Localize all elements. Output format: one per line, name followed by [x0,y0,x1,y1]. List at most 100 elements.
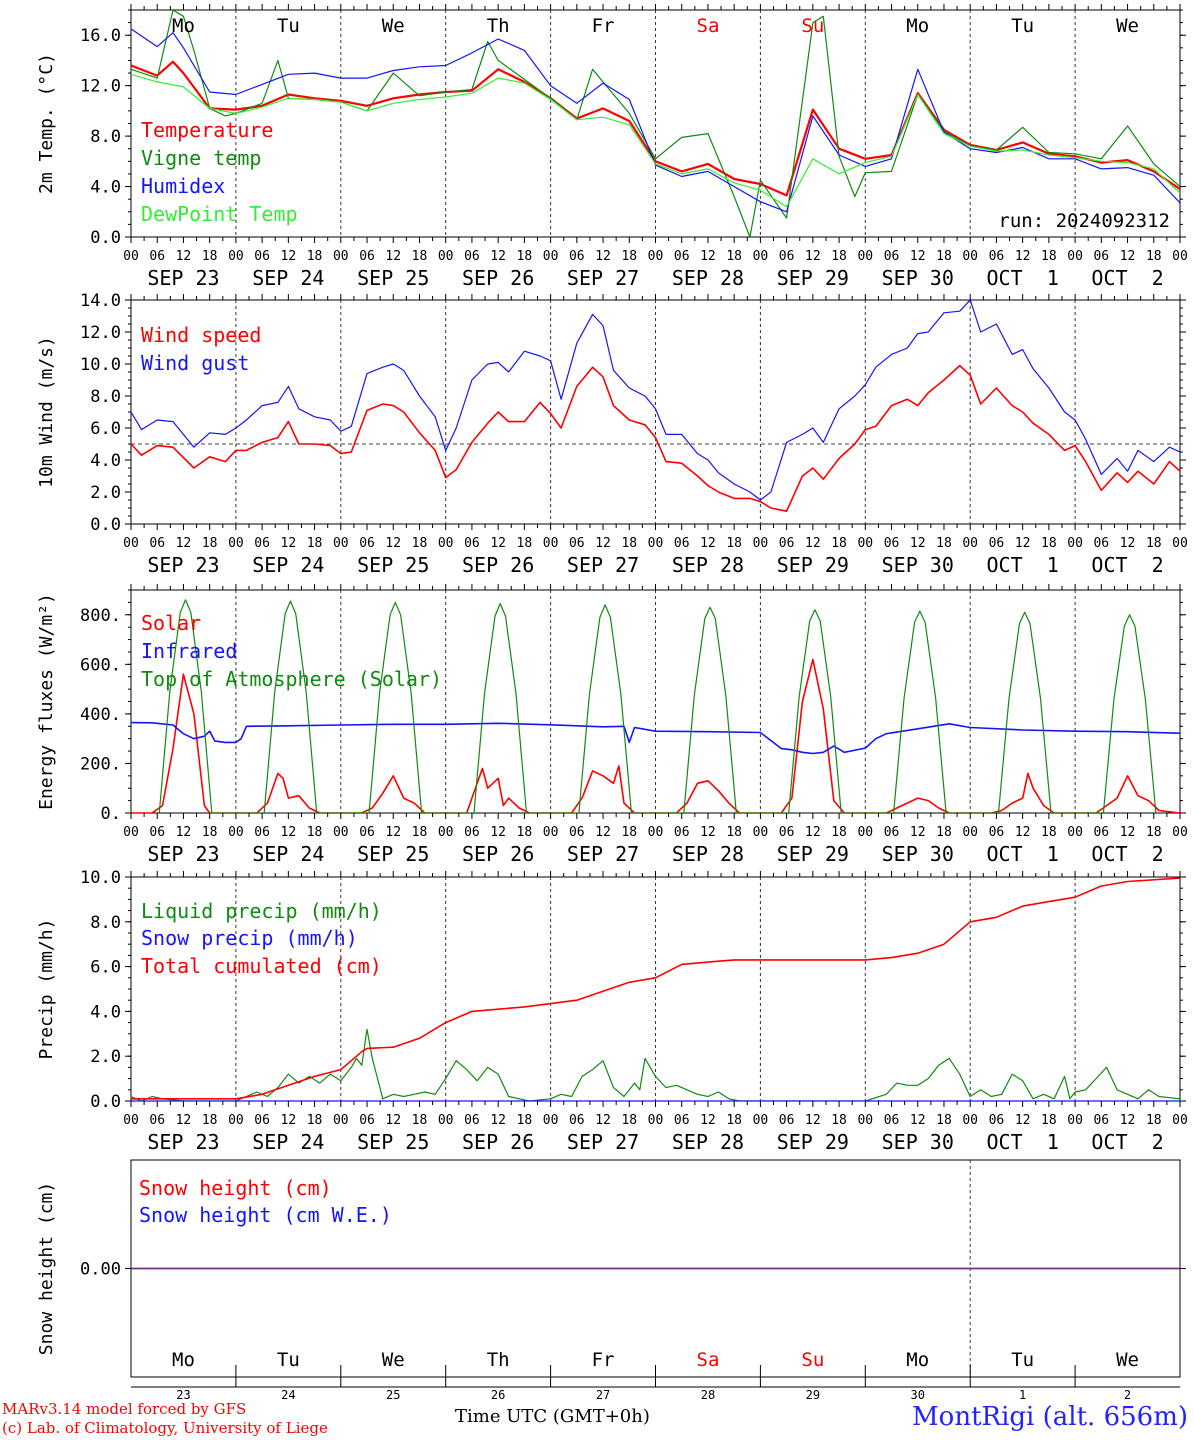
hour-label: 06 [1093,1113,1109,1128]
date-label: SEP 23 [147,1130,219,1154]
legend-entry: Total cumulated (cm) [141,954,382,978]
hour-label: 06 [884,1113,900,1128]
hour-label: 06 [989,249,1005,264]
date-label: SEP 24 [252,266,324,290]
hour-label: 00 [123,536,139,551]
date-label: SEP 28 [672,1130,744,1154]
hour-label: 00 [543,825,559,840]
hour-label: 12 [595,536,611,551]
legend-entry: Humidex [141,174,225,198]
hour-label: 18 [307,1113,323,1128]
panel-wind: 0.0 2.0 4.0 6.0 8.0 10.0 12.0 14.0 10m Wind (m/s… [36,291,1188,577]
legend-entry: Solar [141,611,201,635]
hour-label: 18 [726,536,742,551]
hour-label: 00 [438,825,454,840]
hour-label: 06 [359,536,375,551]
date-label: SEP 28 [672,553,744,577]
date-label: SEP 25 [357,842,429,866]
date-label: SEP 26 [462,1130,534,1154]
date-label: SEP 27 [567,266,639,290]
y-tick-label: 4.0 [90,1002,121,1022]
hour-label: 06 [569,249,585,264]
hour-label: 06 [149,825,165,840]
y-tick-label: 8.0 [90,127,121,147]
hour-label: 12 [1015,536,1031,551]
hour-ticks [130,294,1181,530]
weekday-label: We [1116,1349,1139,1371]
y-tick-label: 0. [101,804,121,824]
hour-label: 06 [254,536,270,551]
weekday-label: Tu [1011,15,1034,37]
hour-label: 06 [674,536,690,551]
date-label: SEP 29 [777,842,849,866]
hour-label: 18 [202,825,218,840]
hour-label: 00 [1172,536,1188,551]
weekday-label: Su [801,1349,824,1371]
date-label: OCT 1 [987,842,1059,866]
hour-label: 06 [989,1113,1005,1128]
hour-label: 18 [831,1113,847,1128]
y-tick-label: 4.0 [90,178,121,198]
date-label: OCT 1 [987,1130,1059,1154]
hour-label: 18 [621,249,637,264]
hour-label: 06 [674,825,690,840]
hour-label: 18 [412,536,428,551]
date-label: SEP 23 [147,842,219,866]
hour-label: 12 [1120,825,1136,840]
legend-entry: Liquid precip (mm/h) [141,899,382,923]
hour-label: 00 [333,249,349,264]
series-solar [131,658,1180,813]
hour-label: 00 [962,1113,978,1128]
date-label: OCT 2 [1091,553,1163,577]
hour-label: 00 [648,536,664,551]
legend-entry: Vigne temp [141,146,261,170]
y-tick-label: 2.0 [90,483,121,503]
hour-label: 18 [517,825,533,840]
weekday-label: Mo [172,15,195,37]
legend-entry: Infrared [141,639,237,663]
hour-label: 18 [1146,825,1162,840]
series-top-of-atmosphere-solar- [158,599,1157,813]
hour-label: 00 [857,1113,873,1128]
y-tick-label: 0.00 [80,1260,121,1280]
date-label: SEP 30 [882,842,954,866]
weekday-label: Th [487,15,510,37]
hour-label: 06 [464,1113,480,1128]
hour-label: 00 [753,1113,769,1128]
hour-label: 06 [149,1113,165,1128]
hour-label: 06 [569,825,585,840]
hour-label: 00 [753,249,769,264]
hour-label: 18 [202,249,218,264]
y-axis-label: Precip (mm/h) [36,919,57,1060]
hour-label: 00 [962,536,978,551]
hour-label: 00 [1172,1113,1188,1128]
date-label: SEP 24 [252,842,324,866]
series-total-cumulated-cm- [131,877,1180,1100]
hour-label: 12 [281,1113,297,1128]
legend-entry: Snow height (cm W.E.) [139,1203,392,1227]
weekday-label: We [382,15,405,37]
y-tick-label: 10.0 [80,868,121,888]
y-axis-label: Snow height (cm) [36,1182,57,1355]
hour-label: 06 [779,1113,795,1128]
date-label: SEP 29 [777,266,849,290]
hour-label: 18 [1146,536,1162,551]
hour-label: 12 [490,1113,506,1128]
hour-label: 18 [1041,536,1057,551]
date-label: SEP 26 [462,553,534,577]
hour-label: 18 [517,249,533,264]
plot-frame [130,589,1181,814]
hour-label: 12 [805,1113,821,1128]
hour-ticks [130,584,1181,819]
hour-label: 06 [464,536,480,551]
hour-label: 00 [857,825,873,840]
date-label: OCT 1 [987,553,1059,577]
weekday-label: Sa [697,1349,720,1371]
hour-label: 12 [910,249,926,264]
hour-label: 18 [307,249,323,264]
hour-label: 12 [490,536,506,551]
hour-label: 00 [962,825,978,840]
panel-snow: 0.00 Snow height (cm) Snow height (cm) Snow… [36,1159,1186,1402]
date-label: SEP 29 [777,1130,849,1154]
hour-label: 18 [412,825,428,840]
